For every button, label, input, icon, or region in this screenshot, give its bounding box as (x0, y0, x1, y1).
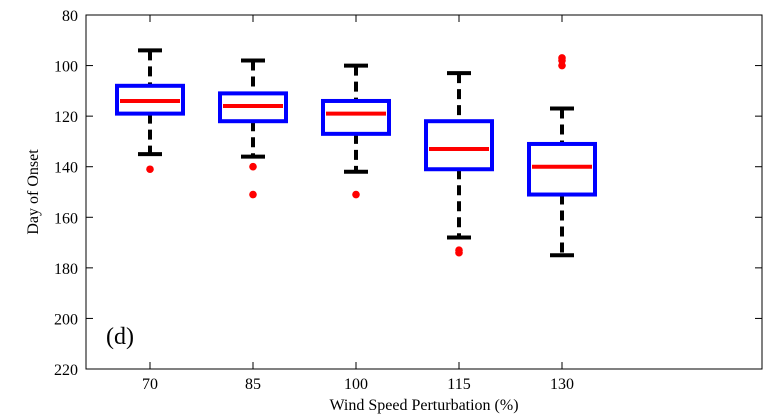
box-115 (424, 71, 494, 257)
box-iqr (424, 119, 494, 172)
y-tick-label: 140 (54, 160, 78, 177)
box-100 (321, 63, 391, 199)
plot-area (85, 14, 763, 370)
x-axis: 70 85 100 115 130 (142, 15, 574, 393)
outlier-point (558, 61, 566, 70)
y-tick-label: 80 (62, 8, 78, 25)
y-axis: 80 100 120 140 160 180 200 220 (54, 8, 762, 379)
box-iqr (527, 141, 597, 197)
outlier-point (249, 162, 257, 171)
x-tick-label: 85 (245, 376, 261, 393)
y-axis-label: Day of Onset (25, 149, 42, 235)
y-tick-label: 100 (54, 59, 78, 76)
panel-label: (d) (106, 324, 134, 350)
box-iqr (218, 91, 288, 124)
outlier-point (249, 190, 257, 199)
y-tick-label: 220 (54, 362, 78, 379)
box-iqr (115, 83, 185, 116)
box-series (115, 48, 597, 258)
box-iqr (321, 98, 391, 136)
x-axis-label: Wind Speed Perturbation (%) (329, 397, 518, 414)
x-tick-label: 115 (447, 376, 470, 393)
x-tick-label: 130 (550, 376, 574, 393)
y-tick-label: 200 (54, 311, 78, 328)
x-tick-label: 70 (142, 376, 158, 393)
outlier-point (455, 248, 463, 257)
box-85 (218, 58, 288, 199)
y-tick-label: 180 (54, 261, 78, 278)
box-130 (527, 54, 597, 258)
x-tick-label: 100 (344, 376, 368, 393)
outlier-point (352, 190, 360, 199)
box-70 (115, 48, 185, 174)
y-tick-label: 160 (54, 210, 78, 227)
y-tick-label: 120 (54, 109, 78, 126)
outlier-point (146, 165, 154, 174)
